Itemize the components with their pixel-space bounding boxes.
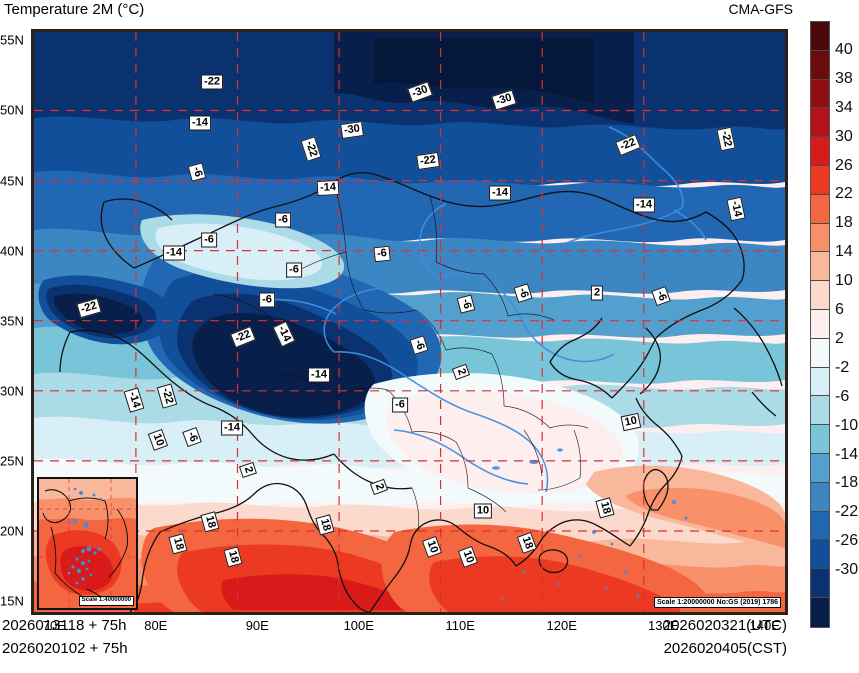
colorbar-tick--22: -22 [835, 503, 859, 521]
lon-tick-80e: 80E [144, 618, 168, 633]
colorbar-band-42 [811, 22, 829, 51]
lat-tick-45n: 45N [0, 173, 24, 188]
contour-label: -6 [201, 232, 217, 248]
contour-label: -6 [259, 292, 275, 308]
lat-tick-50n: 50N [0, 102, 24, 118]
lat-tick-40n: 40N [0, 243, 24, 259]
footer-valid-utc: 2026020321(UTC) [662, 617, 787, 634]
colorbar-band--18 [811, 482, 829, 512]
colorbar-band--14 [811, 453, 829, 483]
lon-tick-130e: 130E [648, 618, 679, 633]
contour-label: -14 [163, 245, 185, 261]
colorbar-tick-6: 6 [835, 301, 844, 319]
colorbar-tick-40: 40 [835, 40, 853, 58]
lat-tick-20n: 20N [0, 523, 24, 539]
footer-init-utc: 2026013118 + 75h [2, 617, 127, 634]
colorbar-tick--14: -14 [835, 445, 859, 463]
colorbar-band--2 [811, 367, 829, 397]
contour-label: -14 [308, 367, 330, 383]
lon-tick-120e: 120E [546, 618, 577, 633]
colorbar-tick-10: 10 [835, 272, 853, 290]
colorbar-band--6 [811, 396, 829, 426]
colorbar-tick--2: -2 [835, 358, 850, 376]
lat-tick-25n: 25N [0, 453, 24, 469]
contour-label: -6 [286, 262, 302, 278]
contour-label: -14 [633, 197, 655, 213]
colorbar-band-10 [811, 281, 829, 310]
colorbar-band--30 [811, 569, 829, 598]
map-canvas: -22 -14 -30 -30 -30 -22 -22 -22 -22 -14 -14 -14 -14-… [34, 32, 785, 612]
map-scale-label: Scale 1:20000000 No:GS (2019) 1786 [653, 596, 781, 608]
colorbar-band-2 [811, 338, 829, 368]
contour-label: 10 [473, 503, 493, 519]
lat-tick-35n: 35N [0, 313, 24, 329]
lon-tick-100e: 100E [343, 618, 374, 633]
colorbar-band--34 [811, 597, 829, 627]
colorbar-tick-30: 30 [835, 127, 853, 145]
colorbar-tick-14: 14 [835, 243, 853, 261]
contour-label: -22 [201, 74, 223, 90]
colorbar-tick-2: 2 [835, 329, 844, 347]
contour-label: -14 [489, 185, 511, 201]
lon-tick-140e: 140E [749, 618, 780, 633]
lat-tick-15n: 15N [0, 593, 24, 609]
graticule [34, 32, 785, 612]
colorbar-tick-18: 18 [835, 214, 853, 232]
colorbar-tick-26: 26 [835, 156, 853, 174]
contour-label: -14 [316, 179, 340, 197]
colorbar-band-34 [811, 108, 829, 138]
inset-scale-label: Scale 1:40000000 [78, 596, 134, 606]
contour-label: -6 [373, 245, 391, 263]
lon-tick-110e: 110E [445, 618, 475, 633]
colorbar-band-18 [811, 223, 829, 253]
contour-label: -30 [340, 121, 364, 139]
colorbar-band-6 [811, 309, 829, 339]
lat-tick-55n: 55N [0, 32, 24, 48]
colorbar-tick-38: 38 [835, 69, 853, 87]
lon-tick-70e: 70E [42, 618, 66, 633]
lat-tick-30n: 30N [0, 383, 24, 399]
contour-label: 2 [590, 285, 604, 301]
colorbar-band--10 [811, 425, 829, 454]
colorbar-band-40 [811, 50, 829, 80]
footer-valid-cst: 2026020405(CST) [663, 640, 787, 657]
lon-tick-90e: 90E [245, 618, 269, 633]
colorbar-tick-22: 22 [835, 185, 853, 203]
page-title: Temperature 2M (°C) [4, 1, 145, 18]
colorbar-tick--18: -18 [835, 474, 859, 492]
contour-label: -14 [221, 420, 243, 436]
colorbar-tick--10: -10 [835, 416, 859, 434]
colorbar-tick--6: -6 [835, 387, 850, 405]
colorbar-band-26 [811, 165, 829, 195]
contour-label: -22 [416, 152, 440, 170]
temperature-colorbar[interactable] [810, 21, 830, 628]
model-label: CMA-GFS [728, 1, 793, 17]
colorbar-tick-34: 34 [835, 98, 853, 116]
colorbar-tick--26: -26 [835, 532, 859, 550]
temperature-field [34, 32, 785, 612]
contour-label: -14 [189, 115, 211, 131]
colorbar-tick--30: -30 [835, 561, 859, 579]
colorbar-band--22 [811, 511, 829, 541]
map-frame[interactable]: -22 -14 -30 -30 -30 -22 -22 -22 -22 -14 -14 -14 -14-… [31, 29, 788, 615]
south-china-sea-inset-map[interactable]: Scale 1:40000000 [37, 477, 138, 610]
colorbar-band-14 [811, 252, 829, 282]
colorbar-band-22 [811, 194, 829, 224]
colorbar-band-30 [811, 137, 829, 166]
contour-label: -6 [392, 397, 408, 413]
colorbar-band--26 [811, 540, 829, 570]
contour-label: -6 [275, 212, 291, 228]
colorbar-band-38 [811, 79, 829, 109]
footer-init-cst: 2026020102 + 75h [2, 640, 128, 657]
